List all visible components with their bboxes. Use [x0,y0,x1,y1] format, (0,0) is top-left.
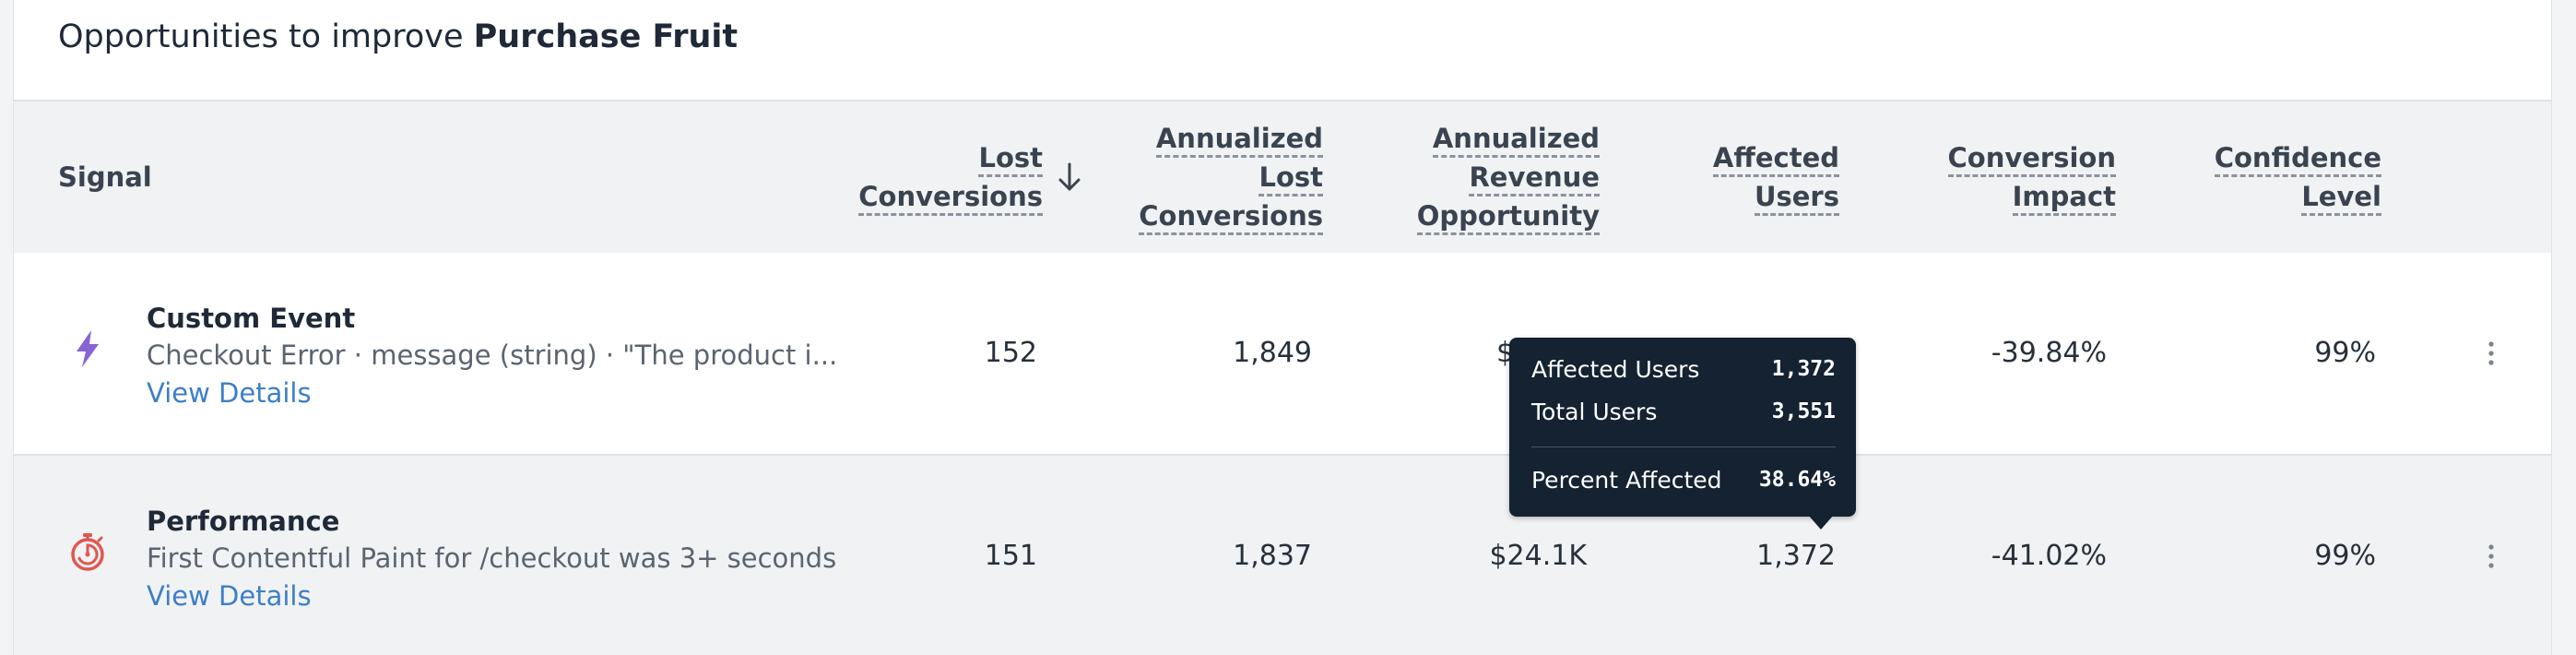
table-header: Signal Lost Conversions Annualized Lost … [14,100,2551,255]
tooltip-affected-users-label: Affected Users [1531,355,1700,383]
column-header-affected-users-line-1: Affected [1712,142,1839,177]
conversion-impact-value: -39.84% [1991,337,2107,369]
lightning-bolt-icon [77,330,99,367]
column-header-lost-conversions[interactable]: Lost Conversions [825,101,1083,253]
annualized-lost-conversions-value: 1,849 [1233,337,1312,369]
signal-cell: Performance First Contentful Paint for /… [147,504,847,614]
tooltip-total-users-value: 3,551 [1771,399,1836,423]
column-header-lost-conversions-line-2: Conversions [858,181,1043,216]
view-details-link[interactable]: View Details [147,377,312,409]
affected-users-tooltip: Affected Users 1,372 Total Users 3,551 P… [1509,338,1856,530]
page-title: Opportunities to improve Purchase Fruit [58,11,738,63]
more-options-icon[interactable] [2485,339,2498,367]
column-header-annualized-revenue-opportunity[interactable]: Annualized Revenue Opportunity [1341,101,1600,253]
signal-title: Performance [147,506,340,537]
more-options-icon[interactable] [2485,542,2498,570]
annualized-revenue-opportunity-value: $24.1K [1489,540,1587,572]
column-header-annualized-lost-conversions[interactable]: Annualized Lost Conversions [1083,101,1323,253]
lost-conversions-value: 152 [984,337,1037,369]
column-header-conversion-impact-line-1: Conversion [1947,142,2116,177]
opportunities-panel: Opportunities to improve Purchase Fruit … [13,0,2552,655]
column-header-signal: Signal [58,101,335,253]
tooltip-pointer [1808,515,1834,530]
column-header-annualized-lost-conversions-line-1: Annualized [1155,123,1323,158]
conversion-impact-value: -41.02% [1991,540,2107,572]
tooltip-total-users-row: Total Users 3,551 [1531,395,1836,428]
tooltip-percent-affected-label: Percent Affected [1531,466,1722,494]
column-header-conversion-impact-line-2: Impact [2012,181,2116,216]
table-row[interactable]: Performance First Contentful Paint for /… [14,456,2551,655]
view-details-link[interactable]: View Details [147,580,312,612]
column-header-affected-users[interactable]: Affected Users [1637,101,1839,253]
stopwatch-icon [71,533,104,571]
column-header-annualized-revenue-opportunity-line-3: Opportunity [1416,200,1600,235]
tooltip-total-users-label: Total Users [1531,398,1658,425]
confidence-level-value: 99% [2314,540,2376,572]
table-row[interactable]: Custom Event Checkout Error · message (s… [14,253,2551,456]
page-title-flow-name: Purchase Fruit [473,18,739,55]
column-header-confidence-level-line-2: Level [2301,181,2381,216]
column-header-annualized-lost-conversions-line-3: Conversions [1139,200,1323,235]
affected-users-value[interactable]: 1,372 [1756,540,1836,572]
arrow-down-icon[interactable] [1056,161,1083,193]
lost-conversions-value: 151 [984,540,1037,572]
signal-cell: Custom Event Checkout Error · message (s… [147,301,847,411]
column-header-confidence-level-line-1: Confidence [2214,142,2381,177]
confidence-level-value: 99% [2314,337,2376,369]
column-header-annualized-lost-conversions-line-2: Lost [1258,161,1323,196]
tooltip-affected-users-value: 1,372 [1771,357,1836,381]
column-header-affected-users-line-2: Users [1754,181,1839,216]
tooltip-affected-users-row: Affected Users 1,372 [1531,352,1836,386]
tooltip-percent-affected-value: 38.64% [1758,468,1836,492]
column-header-annualized-revenue-opportunity-line-2: Revenue [1469,161,1600,196]
column-header-conversion-impact[interactable]: Conversion Impact [1876,101,2116,253]
column-header-confidence-level[interactable]: Confidence Level [2134,101,2381,253]
column-header-annualized-revenue-opportunity-line-1: Annualized [1432,123,1600,158]
signal-description: First Contentful Paint for /checkout was… [147,542,837,574]
page-title-prefix: Opportunities to improve [58,18,474,55]
column-header-signal-label: Signal [58,161,152,193]
column-header-lost-conversions-line-1: Lost [978,142,1043,177]
signal-title: Custom Event [147,303,356,334]
tooltip-percent-affected-row: Percent Affected 38.64% [1531,463,1836,496]
annualized-lost-conversions-value: 1,837 [1233,540,1312,572]
signal-description: Checkout Error · message (string) · "The… [147,339,838,371]
